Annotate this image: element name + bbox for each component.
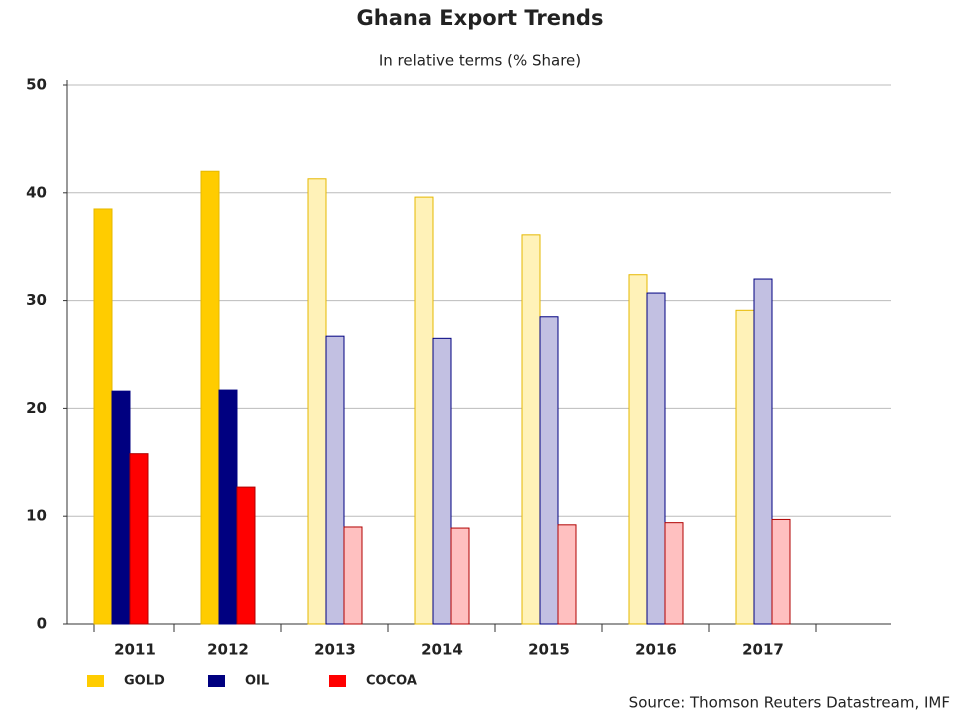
bar (664, 522, 684, 625)
bar (646, 292, 666, 625)
x-tick-label: 2011 (114, 641, 156, 659)
x-tick-label: 2015 (528, 641, 570, 659)
y-tick-label: 20 (26, 399, 47, 417)
x-tick-label: 2016 (635, 641, 677, 659)
x-tick-label: 2017 (742, 641, 784, 659)
bar (129, 453, 149, 625)
bar (218, 389, 238, 625)
chart-subtitle: In relative terms (% Share) (379, 52, 581, 70)
bar (200, 170, 220, 625)
bar (93, 208, 113, 625)
bar (521, 234, 541, 625)
bar (735, 309, 755, 625)
source-note: Source: Thomson Reuters Datastream, IMF (629, 694, 950, 712)
bar (628, 274, 648, 625)
y-tick-label: 30 (26, 291, 47, 309)
bar (557, 524, 577, 625)
legend-label: GOLD (124, 674, 165, 689)
bar (414, 196, 434, 625)
bar (325, 335, 345, 625)
bar (432, 337, 452, 625)
bar (771, 518, 791, 625)
y-tick-label: 50 (26, 76, 47, 94)
bar (539, 316, 559, 625)
legend-label: OIL (245, 674, 269, 689)
bar (236, 486, 256, 625)
legend-swatch (87, 675, 104, 687)
bar (307, 178, 327, 625)
bar (753, 278, 773, 625)
y-tick-label: 0 (37, 615, 47, 633)
x-tick-label: 2012 (207, 641, 249, 659)
y-tick-label: 10 (26, 507, 47, 525)
x-tick-label: 2013 (314, 641, 356, 659)
bar (111, 390, 131, 625)
bar (450, 527, 470, 625)
legend-swatch (329, 675, 346, 687)
y-tick-label: 40 (26, 183, 47, 201)
legend-label: COCOA (366, 674, 417, 689)
bar (343, 526, 363, 625)
x-tick-label: 2014 (421, 641, 463, 659)
chart-title: Ghana Export Trends (357, 6, 604, 30)
legend-swatch (208, 675, 225, 687)
